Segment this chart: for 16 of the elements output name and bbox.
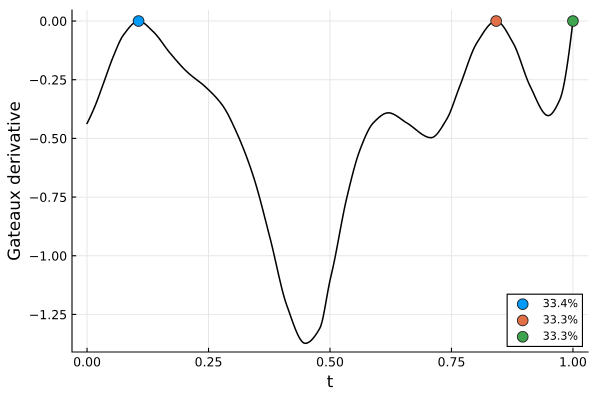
y-tick-label: −0.25 — [30, 75, 66, 85]
y-axis-title: Gateaux derivative — [7, 102, 20, 260]
legend-label: 33.3% — [544, 315, 578, 324]
x-tick-label: 0.75 — [438, 357, 464, 367]
y-tick-label: 0.00 — [40, 16, 66, 26]
y-tick-label: −0.75 — [30, 192, 66, 202]
y-tick-label: −1.00 — [30, 251, 66, 261]
x-tick-label: 1.00 — [560, 357, 586, 367]
x-tick-label: 0.50 — [316, 357, 344, 367]
y-tick-label: −1.25 — [30, 310, 66, 320]
legend-label: 33.4% — [544, 298, 578, 308]
x-tick-label: 0.25 — [195, 357, 222, 367]
x-axis-title: t — [327, 375, 333, 388]
x-tick-label: 0.00 — [74, 357, 100, 367]
y-tick-label: −0.50 — [30, 134, 66, 144]
legend-label: 33.3% — [544, 331, 578, 340]
